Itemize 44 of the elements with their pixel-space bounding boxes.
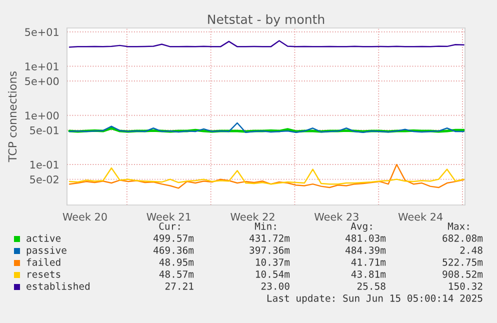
text: 10.37m <box>256 258 290 266</box>
legend-label: established <box>26 282 90 290</box>
legend-label: resets <box>28 270 60 278</box>
text: 481.03m <box>346 234 386 242</box>
text: 431.72m <box>250 234 290 242</box>
text: 908.52m <box>442 270 483 278</box>
y-tick-label: 1e+00 <box>25 112 59 120</box>
y-tick-label: 1e+01 <box>25 62 58 70</box>
text: 499.57m <box>154 234 194 242</box>
x-tick-label: Week 24 <box>398 212 443 221</box>
text: Last update: Sun Jun 15 05:00:14 2025 <box>267 294 482 304</box>
text: Cur: <box>159 222 180 230</box>
text: 23.00 <box>261 282 290 290</box>
text: 48.57m <box>159 270 194 278</box>
legend-label: failed <box>26 258 60 266</box>
text: 48.95m <box>159 258 194 266</box>
y-tick-label: 5e-02 <box>30 176 58 184</box>
text: Max: <box>448 222 469 230</box>
text: Avg: <box>350 222 372 232</box>
x-tick-label: Week 23 <box>314 212 358 221</box>
text: 682.08m <box>442 234 483 242</box>
y-tick-label: 5e+01 <box>25 28 58 36</box>
text: 150.32 <box>449 282 482 290</box>
text: 10.54m <box>256 270 290 278</box>
text: 2.48 <box>460 246 482 254</box>
chart-title: Netstat - by month <box>208 14 324 26</box>
y-tick-label: 1e-01 <box>30 160 58 169</box>
text: 43.81m <box>351 270 386 278</box>
text: 27.21 <box>165 282 194 290</box>
x-tick-label: Week 21 <box>146 212 190 221</box>
text: 41.71m <box>351 258 386 266</box>
text: 25.58 <box>357 282 386 290</box>
text: Min: <box>254 222 276 230</box>
text: 469.36m <box>154 246 194 254</box>
legend-label: active <box>26 234 61 242</box>
text: 484.39m <box>346 246 386 254</box>
text: 522.75m <box>442 258 483 266</box>
x-tick-label: Week 20 <box>62 212 107 221</box>
y-axis-title: TCP connections <box>8 71 17 162</box>
text: 397.36m <box>250 246 290 254</box>
y-tick-label: 5e+00 <box>25 77 59 86</box>
y-tick-label: 5e-01 <box>30 126 58 134</box>
x-tick-label: Week 22 <box>230 212 274 221</box>
legend-label: passive <box>26 246 66 256</box>
